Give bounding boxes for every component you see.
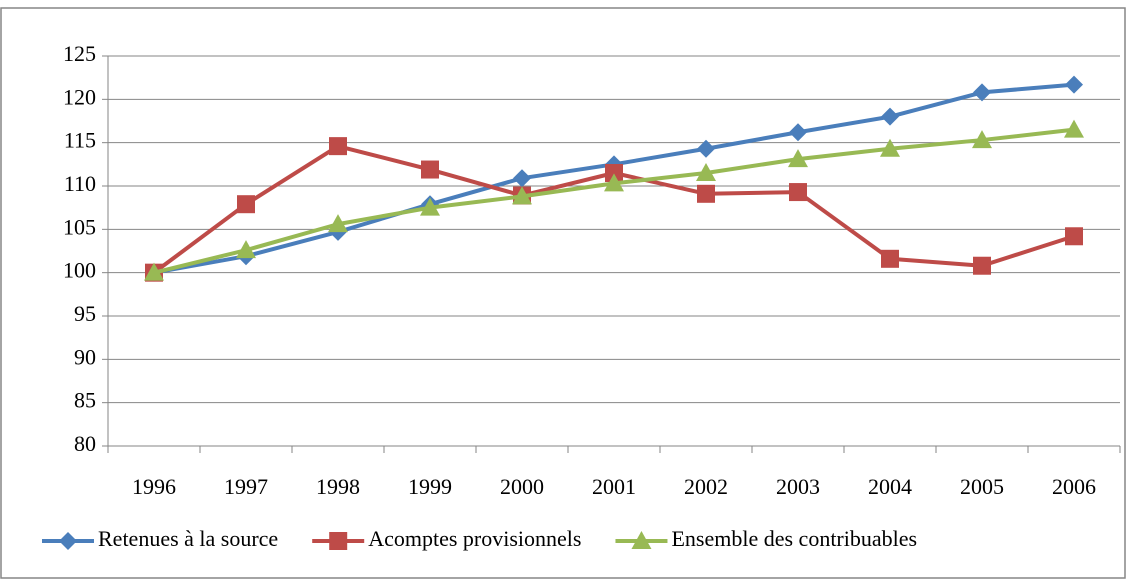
x-tick-label: 2006 bbox=[1052, 474, 1096, 499]
data-point bbox=[329, 137, 347, 156]
data-point bbox=[973, 83, 991, 102]
data-point bbox=[972, 130, 992, 149]
legend-label: Acomptes provisionnels bbox=[368, 526, 581, 551]
data-point bbox=[237, 195, 255, 214]
x-tick-label: 1997 bbox=[224, 474, 268, 499]
data-point bbox=[1065, 227, 1083, 246]
x-tick-label: 2004 bbox=[868, 474, 912, 499]
data-point bbox=[328, 214, 348, 233]
data-point bbox=[881, 249, 899, 268]
data-point bbox=[696, 163, 716, 181]
y-tick-label: 115 bbox=[64, 128, 96, 153]
y-tick-label: 110 bbox=[64, 171, 96, 196]
y-tick-label: 95 bbox=[74, 301, 96, 326]
x-tick-label: 2003 bbox=[776, 474, 820, 499]
data-point bbox=[697, 184, 715, 203]
y-tick-label: 85 bbox=[74, 388, 96, 413]
data-point bbox=[789, 123, 807, 142]
data-point bbox=[1064, 119, 1084, 138]
data-point bbox=[973, 256, 991, 275]
data-point bbox=[1065, 75, 1083, 94]
legend-label: Ensemble des contribuables bbox=[671, 526, 917, 551]
data-point bbox=[604, 173, 624, 192]
legend-label: Retenues à la source bbox=[98, 526, 278, 551]
data-point bbox=[512, 186, 532, 205]
x-tick-label: 2000 bbox=[500, 474, 544, 499]
x-tick-label: 1998 bbox=[316, 474, 360, 499]
legend-marker bbox=[59, 532, 77, 550]
y-tick-label: 100 bbox=[63, 258, 96, 283]
data-point bbox=[605, 164, 623, 182]
data-point bbox=[421, 160, 439, 179]
data-point bbox=[881, 107, 899, 126]
x-tick-label: 2005 bbox=[960, 474, 1004, 499]
y-tick-label: 90 bbox=[74, 344, 96, 369]
x-tick-label: 2002 bbox=[684, 474, 728, 499]
data-point bbox=[880, 138, 900, 157]
x-tick-label: 2001 bbox=[592, 474, 636, 499]
data-point bbox=[513, 169, 531, 188]
y-tick-label: 80 bbox=[74, 431, 96, 456]
data-point bbox=[236, 240, 256, 259]
data-point bbox=[789, 183, 807, 202]
x-tick-label: 1999 bbox=[408, 474, 452, 499]
y-tick-label: 105 bbox=[63, 214, 96, 239]
y-tick-label: 120 bbox=[63, 84, 96, 109]
data-point bbox=[144, 262, 164, 281]
legend-marker bbox=[329, 532, 348, 550]
legend-marker bbox=[631, 531, 652, 549]
y-tick-label: 125 bbox=[63, 41, 96, 66]
data-point bbox=[788, 149, 808, 168]
x-tick-label: 1996 bbox=[132, 474, 176, 499]
data-point bbox=[420, 197, 440, 216]
data-point bbox=[697, 139, 715, 158]
